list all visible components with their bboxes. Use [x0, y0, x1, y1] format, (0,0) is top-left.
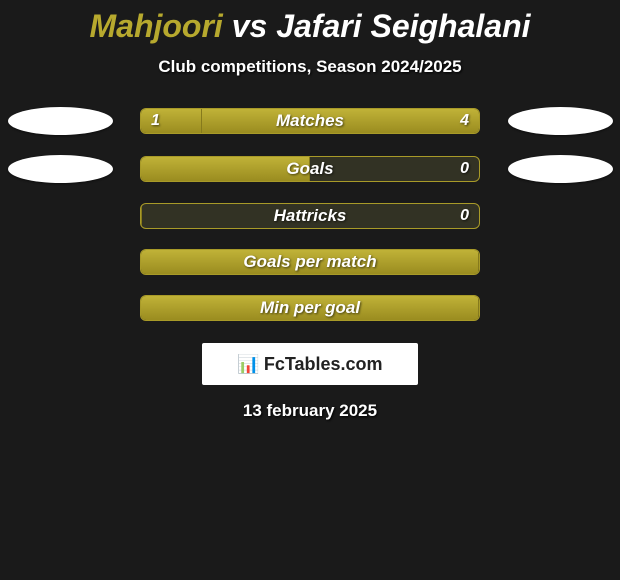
player1-name: Mahjoori	[89, 8, 222, 44]
stat-row: Goals0	[0, 155, 620, 183]
stat-label: Goals per match	[141, 250, 479, 274]
page-title: Mahjoori vs Jafari Seighalani	[0, 8, 620, 45]
team-logo-placeholder	[508, 155, 613, 183]
stat-bar: Hattricks0	[140, 203, 480, 229]
stat-row: Goals per match	[0, 249, 620, 275]
stat-row: Hattricks0	[0, 203, 620, 229]
stat-bar: Goals per match	[140, 249, 480, 275]
stat-row: Min per goal	[0, 295, 620, 321]
player2-name: Jafari Seighalani	[276, 8, 530, 44]
stat-value-right: 0	[460, 204, 469, 228]
stat-bar: Goals0	[140, 156, 480, 182]
versus-word: vs	[232, 8, 268, 44]
team-logo-placeholder	[8, 107, 113, 135]
stat-rows: Matches14Goals0Hattricks0Goals per match…	[0, 107, 620, 321]
branding-box[interactable]: 📊 FcTables.com	[202, 343, 418, 385]
left-logo-cell	[0, 155, 120, 183]
stat-value-right: 0	[460, 157, 469, 181]
right-logo-cell	[500, 155, 620, 183]
stat-label: Matches	[141, 109, 479, 133]
subtitle: Club competitions, Season 2024/2025	[0, 57, 620, 77]
stat-label: Min per goal	[141, 296, 479, 320]
comparison-card: Mahjoori vs Jafari Seighalani Club compe…	[0, 0, 620, 421]
stat-bar: Matches1 4	[140, 108, 480, 134]
stat-label: Hattricks	[141, 204, 479, 228]
chart-icon: 📊	[237, 354, 259, 375]
team-logo-placeholder	[8, 155, 113, 183]
branding-text: FcTables.com	[264, 354, 383, 375]
stat-row: Matches1 4	[0, 107, 620, 135]
stat-value-right: 4	[460, 109, 469, 133]
team-logo-placeholder	[508, 107, 613, 135]
date-label: 13 february 2025	[0, 401, 620, 421]
right-logo-cell	[500, 107, 620, 135]
stat-label: Goals	[141, 157, 479, 181]
left-logo-cell	[0, 107, 120, 135]
stat-bar: Min per goal	[140, 295, 480, 321]
stat-value-left: 1	[151, 109, 160, 133]
